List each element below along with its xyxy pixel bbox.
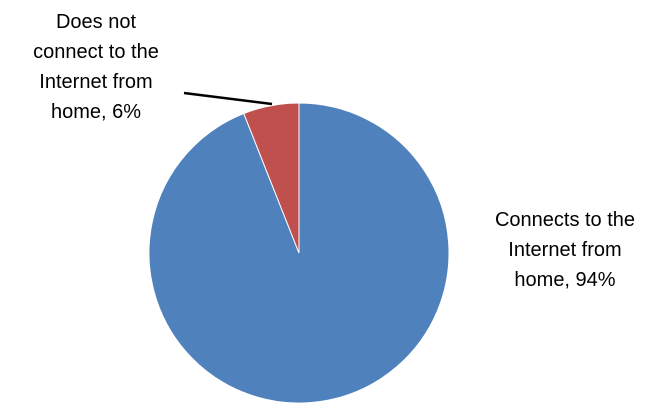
data-label-line: Connects to the (495, 209, 635, 231)
leader-line-2 (183, 91, 273, 106)
data-label-line: home, 6% (51, 101, 141, 123)
data-label-line: Does not (56, 11, 136, 33)
data-label-line: home, 94% (514, 269, 615, 291)
data-label-1: Connects to the Internet from home, 94% (495, 209, 635, 291)
data-labels: Connects to the Internet from home, 94% Doe… (33, 11, 635, 291)
data-label-line: Internet from (508, 239, 621, 261)
pie-slice-2 (243, 102, 300, 254)
data-label-line: Internet from (39, 71, 152, 93)
data-label-line: connect to the (33, 41, 159, 63)
leader-lines (183, 91, 273, 106)
pie-slices (148, 102, 450, 403)
data-label-2: Does not connect to the Internet from home,… (33, 11, 159, 123)
